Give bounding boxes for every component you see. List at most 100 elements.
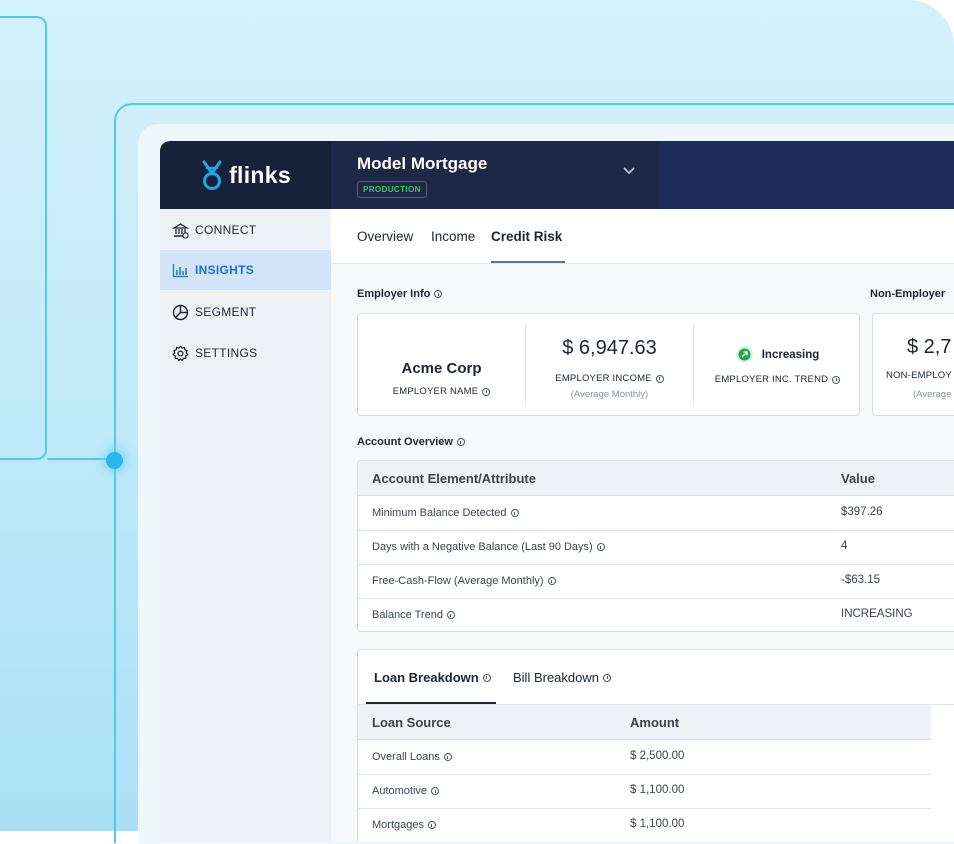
non-employer-label: Non-Employer [870, 288, 946, 300]
sidebar-item-connect[interactable]: CONNECT [160, 210, 331, 250]
tab-bill-breakdown[interactable]: Bill Breakdown [513, 670, 611, 685]
sidebar-item-label: SETTINGS [195, 346, 258, 360]
chevron-down-icon[interactable] [623, 167, 635, 175]
employer-income-sub: (Average Monthly) [570, 389, 649, 400]
table-row: Mortgages $ 1,100.00 [358, 808, 931, 841]
bar-chart-icon [171, 261, 189, 279]
column-header: Loan Source [372, 715, 451, 730]
sidebar-item-label: INSIGHTS [195, 263, 255, 277]
row-value: INCREASING [841, 608, 913, 620]
row-amount: $ 1,100.00 [630, 784, 685, 796]
logo-text: flinks [229, 161, 291, 188]
tab-income[interactable]: Income [431, 229, 476, 244]
employer-info-label: Employer Info [357, 288, 443, 300]
table-row: Automotive $ 1,100.00 [358, 774, 931, 809]
row-source: Overall Loans [372, 751, 452, 763]
row-source: Automotive [372, 785, 440, 797]
sidebar-item-label: SEGMENT [195, 305, 257, 319]
column-header: Account Element/Attribute [372, 471, 536, 486]
decorative-line [114, 103, 954, 843]
table-row: Minimum Balance Detected $397.26 [358, 496, 954, 531]
employer-income-caption: EMPLOYER INCOME [526, 373, 693, 384]
info-icon[interactable] [832, 375, 841, 384]
employer-income-value: $ 6,947.63 [562, 337, 657, 359]
info-icon[interactable] [446, 611, 455, 619]
table-row: Balance Trend INCREASING [358, 598, 954, 631]
info-icon[interactable] [482, 673, 491, 682]
row-attribute: Balance Trend [372, 609, 455, 621]
trend-row: Increasing [694, 346, 861, 363]
loan-tab-bar: Loan Breakdown Bill Breakdown [358, 650, 954, 705]
row-attribute: Minimum Balance Detected [372, 507, 519, 519]
flinks-logo-icon [202, 160, 222, 190]
info-icon[interactable] [482, 387, 491, 396]
tab-overview[interactable]: Overview [357, 229, 414, 244]
header-extension [659, 141, 954, 209]
sidebar-item-segment[interactable]: SEGMENT [160, 292, 331, 332]
account-overview-table: Account Element/Attribute Value Minimum … [357, 460, 954, 632]
bank-icon [171, 221, 189, 239]
column-header: Amount [630, 715, 680, 730]
employer-name-caption: EMPLOYER NAME [358, 386, 525, 397]
logo[interactable]: flinks [160, 141, 331, 209]
main-content: Overview Income Credit Risk Employer Inf… [331, 209, 954, 841]
row-value: $397.26 [841, 506, 883, 518]
account-overview-label: Account Overview [357, 436, 465, 448]
tab-bar: Overview Income Credit Risk [331, 209, 954, 264]
info-icon[interactable] [547, 577, 556, 585]
row-attribute: Free-Cash-Flow (Average Monthly) [372, 575, 556, 587]
info-icon[interactable] [456, 438, 465, 446]
trend-caption: EMPLOYER INC. TREND [694, 374, 861, 385]
page-title: Model Mortgage [357, 154, 488, 173]
non-employer-value: $ 2,7 [907, 336, 952, 358]
table-row: Free-Cash-Flow (Average Monthly) -$63.15 [358, 564, 954, 599]
employer-trend-cell: Increasing EMPLOYER INC. TREND [694, 314, 861, 415]
info-icon[interactable] [431, 787, 440, 795]
column-header: Value [841, 471, 875, 486]
table-row: Days with a Negative Balance (Last 90 Da… [358, 530, 954, 565]
active-tab-indicator [491, 261, 565, 263]
info-icon[interactable] [603, 673, 611, 682]
trend-value: Increasing [761, 348, 820, 361]
info-icon[interactable] [596, 543, 605, 551]
sidebar-item-label: CONNECT [195, 223, 257, 237]
loan-section: Loan Breakdown Bill Breakdown Loan Sourc… [357, 649, 954, 841]
app-window: flinks Model Mortgage PRODUCTION CONNECT… [160, 141, 954, 841]
employer-name-cell: Acme Corp EMPLOYER NAME [358, 314, 525, 415]
info-icon[interactable] [510, 509, 519, 517]
sidebar-item-insights[interactable]: INSIGHTS [160, 250, 331, 290]
table-header: Account Element/Attribute Value [358, 461, 954, 496]
divider [525, 324, 526, 406]
row-amount: $ 1,100.00 [630, 818, 685, 830]
decorative-dot [106, 452, 123, 469]
active-tab-indicator [366, 702, 496, 704]
info-icon[interactable] [443, 753, 452, 761]
sidebar: CONNECT INSIGHTS SEGMENT SETTINGS [160, 209, 331, 841]
status-badge: PRODUCTION [357, 181, 427, 198]
trend-up-icon [735, 346, 753, 363]
gear-icon [171, 344, 189, 362]
table-row: Overall Loans $ 2,500.00 [358, 740, 931, 775]
decorative-line [47, 458, 114, 460]
employer-info-card: Acme Corp EMPLOYER NAME $ 6,947.63 EMPLO… [357, 313, 860, 416]
info-icon[interactable] [655, 374, 664, 383]
non-employer-sub: (Average [913, 389, 952, 400]
info-icon[interactable] [427, 821, 436, 829]
non-employer-card: $ 2,7 NON-EMPLOY (Average [872, 313, 954, 416]
non-employer-caption: NON-EMPLOY [886, 370, 952, 381]
row-value: -$63.15 [841, 574, 881, 586]
row-source: Mortgages [372, 819, 436, 831]
pie-chart-icon [171, 303, 189, 321]
row-value: 4 [841, 540, 848, 552]
sidebar-item-settings[interactable]: SETTINGS [160, 333, 331, 373]
info-icon[interactable] [434, 290, 443, 298]
table-header: Loan Source Amount [358, 705, 931, 740]
employer-income-cell: $ 6,947.63 EMPLOYER INCOME (Average Mont… [526, 314, 693, 415]
row-amount: $ 2,500.00 [630, 750, 685, 762]
tab-loan-breakdown[interactable]: Loan Breakdown [374, 670, 491, 685]
tab-credit-risk[interactable]: Credit Risk [491, 229, 563, 244]
row-attribute: Days with a Negative Balance (Last 90 Da… [372, 541, 605, 553]
divider [693, 324, 694, 406]
header: Model Mortgage PRODUCTION [331, 141, 659, 209]
decorative-line [0, 16, 47, 460]
